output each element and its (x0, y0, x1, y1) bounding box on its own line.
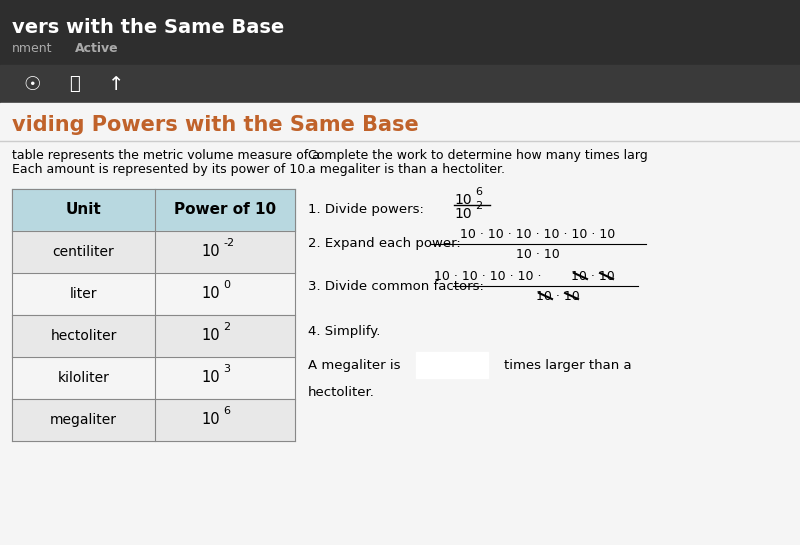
Bar (12, 315, 295, 357)
Text: 1. Divide powers:: 1. Divide powers: (308, 203, 424, 216)
Text: -2: -2 (223, 238, 234, 248)
Bar (0, 65, 800, 103)
Bar (12, 273, 295, 315)
Text: times larger than a: times larger than a (504, 359, 632, 372)
Text: Power of 10: Power of 10 (174, 203, 276, 217)
Text: 10 · 10: 10 · 10 (536, 289, 580, 302)
Text: 10: 10 (454, 207, 472, 221)
Text: 3: 3 (223, 364, 230, 374)
Text: a megaliter is than a hectoliter.: a megaliter is than a hectoliter. (308, 162, 505, 175)
Bar (12, 231, 295, 273)
Text: 6: 6 (475, 187, 482, 197)
Text: 10 · 10: 10 · 10 (571, 269, 615, 282)
Text: 10 · 10 · 10 · 10 · 10 · 10: 10 · 10 · 10 · 10 · 10 · 10 (460, 227, 616, 240)
Text: 10: 10 (454, 193, 472, 207)
Text: 2: 2 (223, 322, 230, 332)
Text: Complete the work to determine how many times larg: Complete the work to determine how many … (308, 148, 648, 161)
Bar (0, 0, 800, 65)
Text: 10: 10 (202, 287, 220, 301)
Text: 10: 10 (202, 413, 220, 427)
Bar (12, 357, 295, 399)
Text: ⌗: ⌗ (69, 75, 79, 93)
Text: 4. Simplify.: 4. Simplify. (308, 324, 380, 337)
Text: Unit: Unit (66, 203, 102, 217)
Text: 2: 2 (475, 201, 482, 211)
Text: hectoliter: hectoliter (50, 329, 117, 343)
Text: 10 · 10 · 10 · 10 ·: 10 · 10 · 10 · 10 · (434, 269, 545, 282)
Text: A megaliter is: A megaliter is (308, 359, 401, 372)
Text: 6: 6 (223, 406, 230, 416)
Bar (416, 352, 488, 378)
Text: megaliter: megaliter (50, 413, 117, 427)
Text: 0: 0 (223, 280, 230, 290)
Text: hectoliter.: hectoliter. (308, 386, 375, 399)
Bar (0, 103, 800, 545)
Text: ↑: ↑ (108, 75, 124, 94)
Text: 3. Divide common factors:: 3. Divide common factors: (308, 280, 484, 293)
Bar (12, 189, 295, 231)
Text: centiliter: centiliter (53, 245, 114, 259)
Text: 10: 10 (202, 245, 220, 259)
Text: 2. Expand each power:: 2. Expand each power: (308, 238, 461, 251)
Text: kiloliter: kiloliter (58, 371, 110, 385)
Text: 10: 10 (202, 371, 220, 385)
Text: liter: liter (70, 287, 98, 301)
Text: nment: nment (12, 42, 53, 55)
Text: Each amount is represented by its power of 10.: Each amount is represented by its power … (12, 162, 310, 175)
Text: table represents the metric volume measure of a: table represents the metric volume measu… (12, 148, 320, 161)
Text: viding Powers with the Same Base: viding Powers with the Same Base (12, 115, 418, 135)
Text: ☉: ☉ (23, 75, 41, 94)
Bar (12, 399, 295, 441)
Text: Active: Active (75, 42, 118, 55)
Text: vers with the Same Base: vers with the Same Base (12, 18, 284, 37)
Text: 10: 10 (202, 329, 220, 343)
Text: 10 · 10: 10 · 10 (516, 247, 560, 261)
